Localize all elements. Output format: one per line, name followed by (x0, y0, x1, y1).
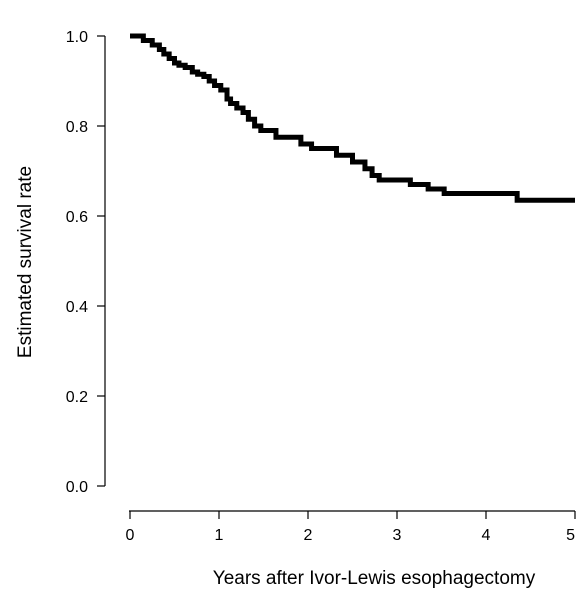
x-tick-label: 5 (566, 527, 575, 544)
y-tick-label: 0.4 (66, 299, 88, 316)
survival-step-line (130, 33, 575, 203)
x-axis-ticks: 0 1 2 3 4 5 (126, 511, 576, 544)
x-axis-title: Years after Ivor-Lewis esophagectomy (213, 568, 536, 589)
y-axis-title: Estimated survival rate (15, 166, 36, 358)
x-tick-label: 3 (393, 527, 402, 544)
x-tick-label: 1 (215, 527, 224, 544)
x-tick-label: 0 (126, 527, 135, 544)
y-tick-label: 0.0 (66, 479, 88, 496)
y-axis-ticks: 0.0 0.2 0.4 0.6 0.8 1.0 (66, 29, 105, 496)
y-tick-label: 0.6 (66, 209, 88, 226)
x-tick-label: 2 (304, 527, 313, 544)
y-tick-label: 0.2 (66, 389, 88, 406)
plot-frame (104, 36, 575, 512)
y-tick-label: 1.0 (66, 29, 88, 46)
y-tick-label: 0.8 (66, 119, 88, 136)
x-tick-label: 4 (482, 527, 491, 544)
